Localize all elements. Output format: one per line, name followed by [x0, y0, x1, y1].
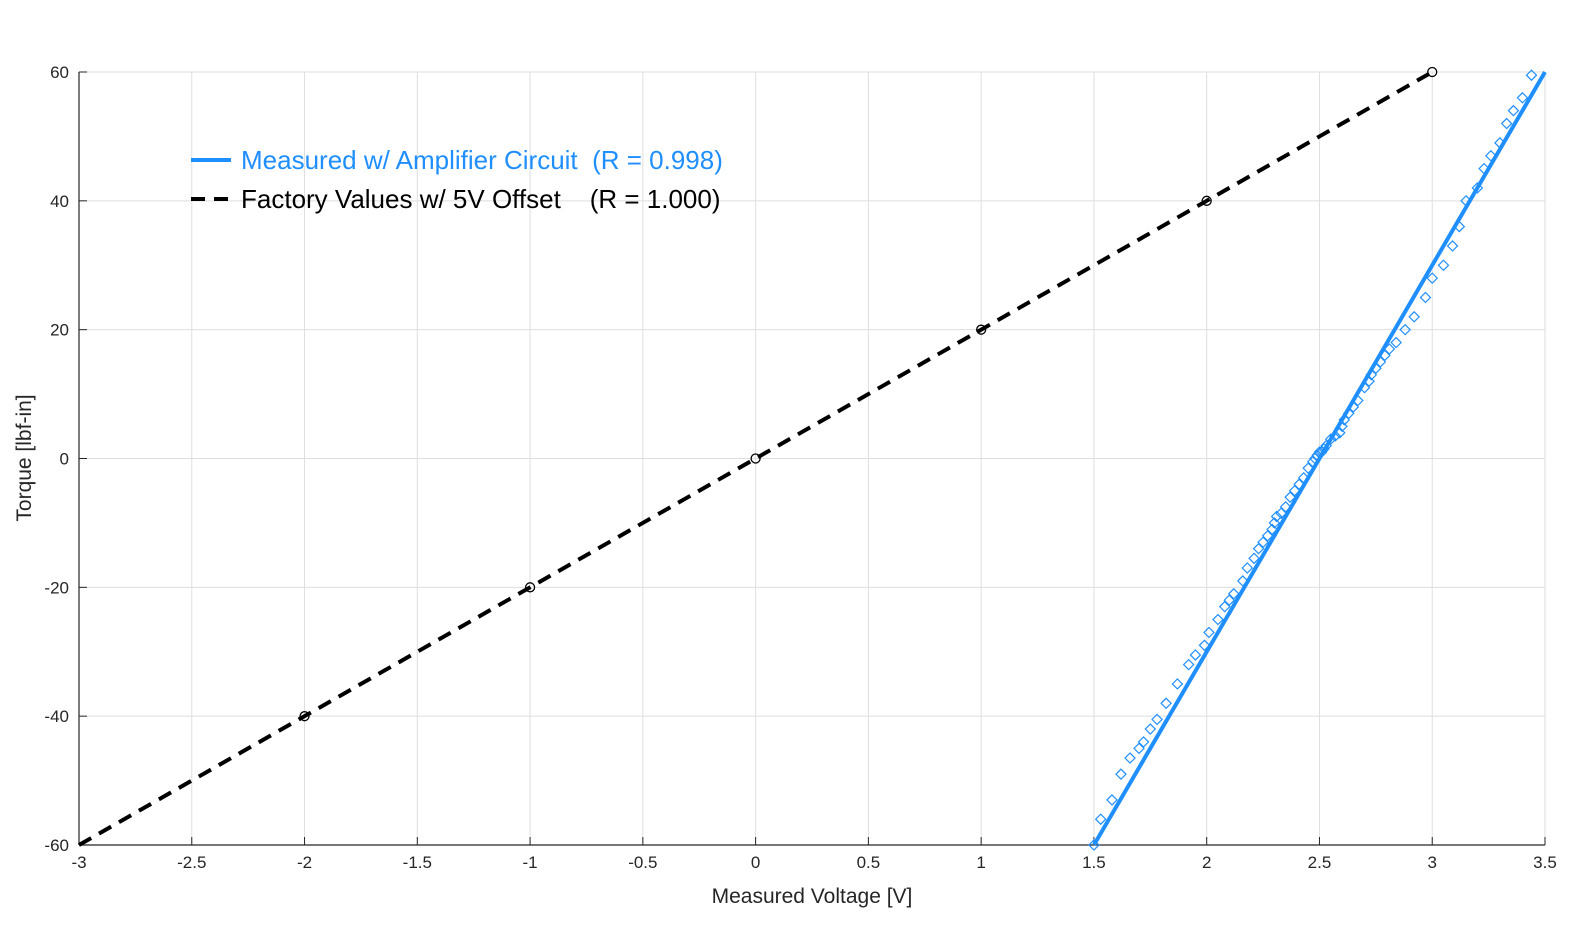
- x-tick-label: -2: [297, 853, 312, 872]
- measured-point: [1203, 626, 1215, 639]
- x-tick-label: 2.5: [1308, 853, 1332, 872]
- measured-point: [1419, 291, 1432, 304]
- factory-point: [524, 582, 536, 593]
- measured-point: [1248, 552, 1260, 565]
- measured-point: [1182, 658, 1195, 671]
- y-tick-label: 40: [50, 192, 69, 211]
- measured-point: [1094, 813, 1107, 826]
- y-tick-label: 0: [60, 450, 69, 469]
- measured-point: [1198, 639, 1211, 652]
- x-tick-label: 1.5: [1082, 853, 1106, 872]
- x-tick-label: -3: [71, 853, 86, 872]
- measured-point: [1446, 240, 1459, 252]
- measured-point: [1399, 323, 1412, 336]
- measured-point: [1268, 517, 1281, 529]
- measured-point: [1252, 542, 1265, 555]
- factory-point: [750, 453, 761, 464]
- measured-point: [1137, 736, 1150, 748]
- legend: Measured w/ Amplifier Circuit (R = 0.998…: [191, 145, 723, 214]
- measured-point: [1500, 117, 1513, 130]
- measured-point: [1189, 649, 1202, 661]
- measured-point: [1227, 587, 1240, 600]
- x-tick-label: -0.5: [628, 853, 657, 872]
- measured-point: [1171, 678, 1184, 690]
- measured-point: [1236, 575, 1249, 587]
- y-tick-label: -40: [44, 707, 69, 726]
- y-tick-label: -60: [44, 836, 69, 855]
- factory-point: [299, 711, 310, 722]
- measured-point: [1133, 742, 1145, 755]
- measured-point: [1212, 613, 1224, 626]
- measured-point: [1437, 259, 1450, 272]
- measured-point: [1223, 594, 1236, 607]
- measured-point: [1284, 491, 1296, 503]
- measured-point: [1485, 149, 1497, 162]
- y-axis-title: Torque [lbf-in]: [13, 394, 36, 521]
- series-line-measured: [1092, 70, 1547, 847]
- x-axis-title: Measured Voltage [V]: [712, 885, 913, 908]
- measured-point: [1261, 529, 1274, 542]
- measured-point: [1288, 484, 1301, 497]
- measured-point: [1124, 752, 1136, 764]
- measured-point: [1390, 336, 1402, 349]
- x-tick-label: 3.5: [1533, 853, 1557, 872]
- series-layer: [78, 66, 1547, 851]
- x-tick-label: -2.5: [177, 853, 206, 872]
- y-tick-label: -20: [44, 578, 69, 597]
- x-tick-label: -1.5: [403, 853, 432, 872]
- factory-point: [1201, 195, 1212, 206]
- y-tick-label: 60: [50, 63, 69, 82]
- measured-point: [1293, 478, 1306, 491]
- x-tick-label: 1: [976, 853, 985, 872]
- measured-point: [1525, 69, 1538, 82]
- series-line-factory: [78, 70, 1434, 847]
- measured-point: [1516, 91, 1529, 104]
- measured-point: [1151, 713, 1163, 726]
- measured-point: [1106, 794, 1118, 806]
- legend-label-factory: Factory Values w/ 5V Offset (R = 1.000): [241, 184, 721, 214]
- x-tick-label: 2: [1202, 853, 1211, 872]
- measured-point: [1266, 523, 1278, 536]
- measured-point: [1275, 507, 1287, 520]
- measured-point: [1160, 697, 1172, 710]
- measured-point: [1324, 433, 1337, 446]
- measured-point: [1426, 272, 1439, 284]
- ticks-layer: -3 -2.5 -2 -1.5 -1 -0.5 0 0.5 1 1.5 2 2.5 3 3.5 -60 -40…: [44, 63, 1556, 872]
- measured-point: [1270, 510, 1283, 523]
- measured-point: [1144, 723, 1157, 735]
- factory-point: [976, 324, 987, 335]
- measured-point: [1471, 182, 1484, 194]
- measured-point: [1257, 536, 1269, 549]
- measured-point: [1507, 104, 1520, 117]
- measured-point: [1279, 500, 1292, 513]
- measured-point: [1218, 600, 1231, 613]
- measured-point: [1088, 839, 1100, 851]
- measured-point: [1115, 768, 1127, 780]
- legend-label-measured: Measured w/ Amplifier Circuit (R = 0.998…: [241, 145, 723, 175]
- x-tick-label: 0: [751, 853, 760, 872]
- measured-point: [1241, 562, 1254, 574]
- x-tick-label: -1: [523, 853, 538, 872]
- measured-point: [1408, 310, 1421, 323]
- x-tick-label: 0.5: [857, 853, 881, 872]
- x-tick-label: 3: [1427, 853, 1436, 872]
- y-tick-label: 20: [50, 321, 69, 340]
- measured-point: [1302, 462, 1315, 475]
- factory-point: [1427, 66, 1438, 78]
